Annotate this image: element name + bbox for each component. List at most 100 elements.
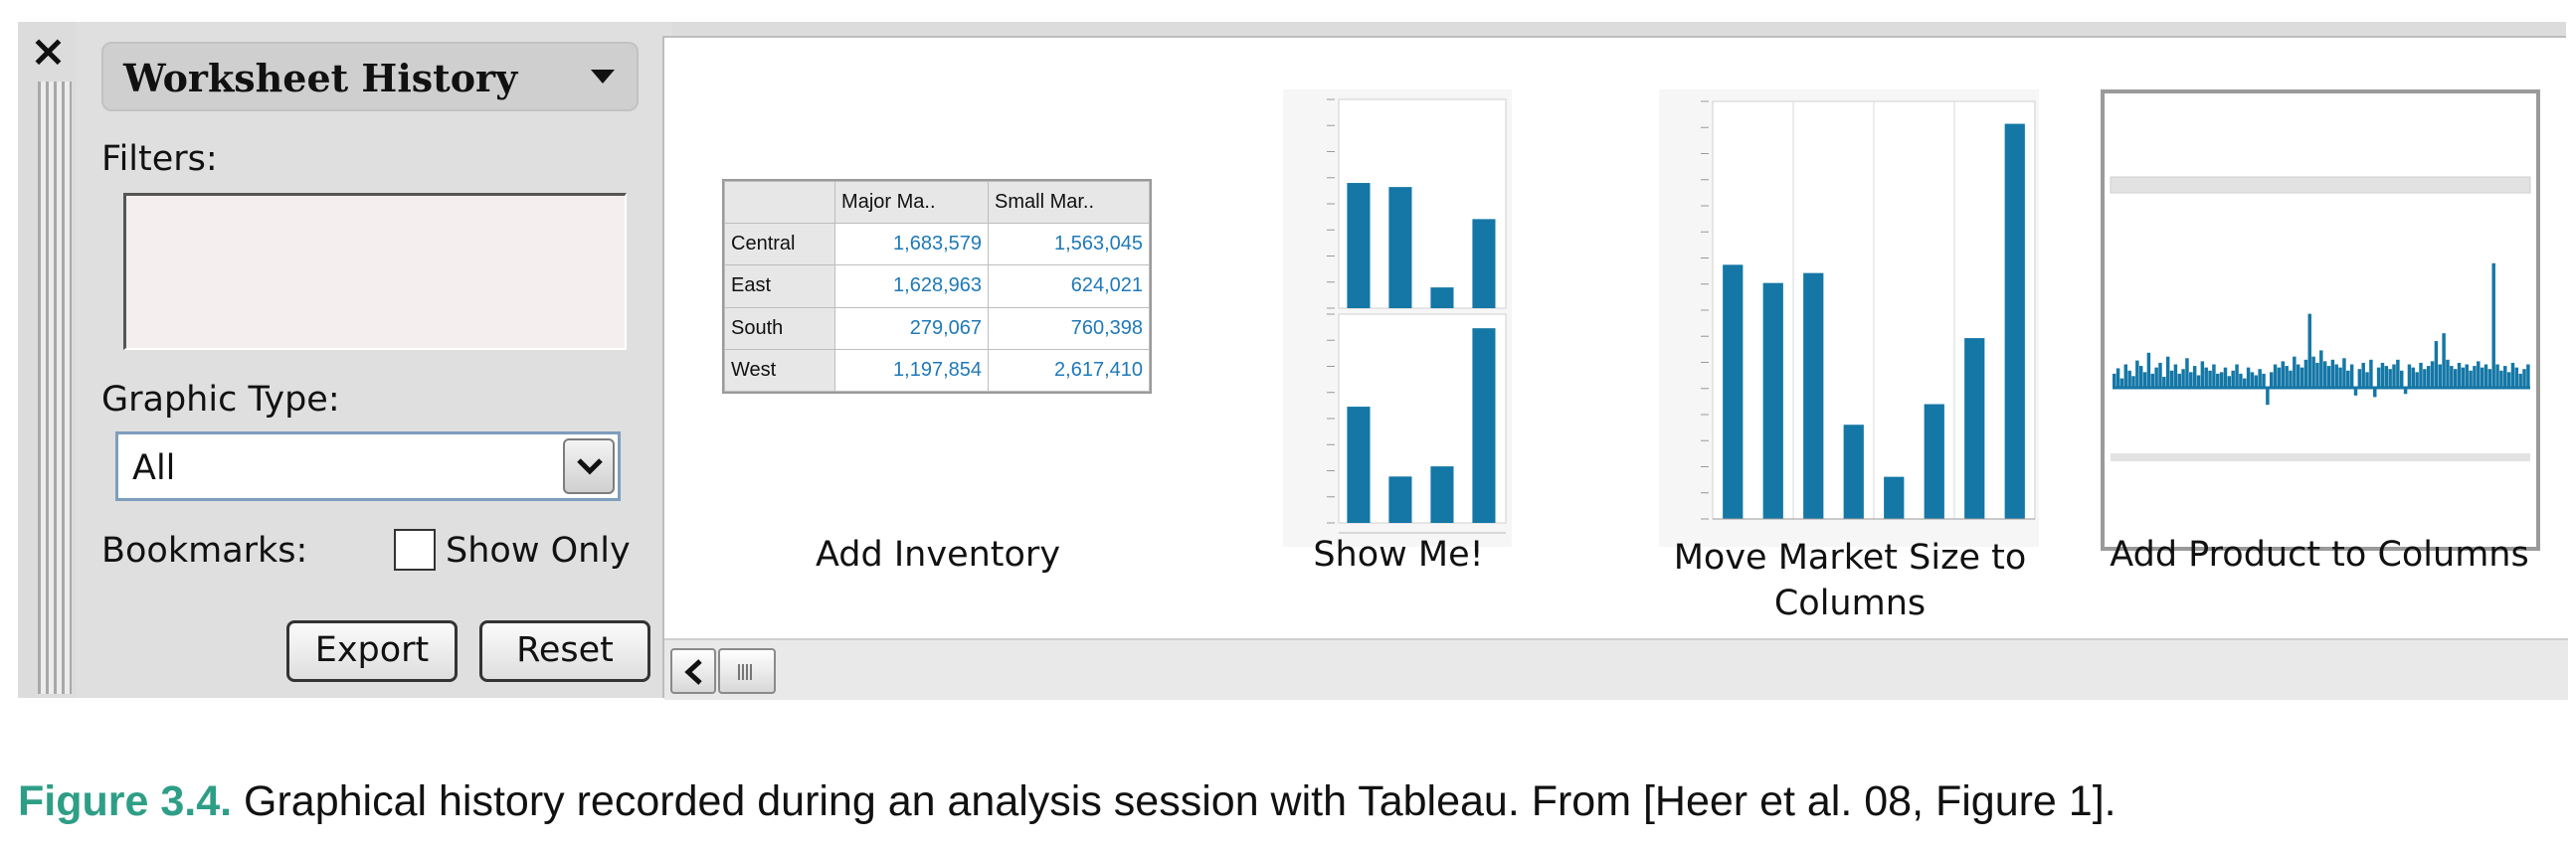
chart-background [2105,93,2536,547]
chart-bar [2296,364,2300,388]
chart-bar [2423,369,2427,388]
row-header: East [723,264,836,308]
chart-bar [2499,370,2503,388]
chart-bar [1884,476,1905,519]
figure-caption: Figure 3.4. Graphical history recorded d… [18,777,2116,826]
history-thumbnail-market-size[interactable] [1659,89,2039,547]
chart-bar [2165,356,2170,388]
table-cell: 279,067 [834,306,990,350]
chart-bar [2227,376,2232,388]
history-caption: Move Market Size to Columns [1673,538,2027,623]
chart-bar [2223,367,2228,388]
chart-bar [1430,466,1454,523]
graphic-type-label: Graphic Type: [101,380,340,420]
chart-bar [1843,425,1864,519]
chart-bar [2473,366,2477,388]
chart-bar [2450,366,2454,388]
worksheet-history-panel: Worksheet History Filters: Graphic Type:… [76,22,672,698]
chart-bar [2480,367,2484,388]
select-dropdown-button[interactable] [563,438,615,494]
scroll-left-button[interactable] [670,648,716,694]
chart-bar [2135,360,2139,388]
chart-bar [2477,361,2481,388]
history-thumbnail-table[interactable]: Major Ma.. Small Mar.. Central 1,683,579… [722,179,1152,394]
chart-bar [2146,352,2151,388]
table-row: South 279,067 760,398 [723,306,1150,350]
chart-bar [2123,364,2128,388]
chart-bar [2250,372,2255,388]
chart-bar [2407,364,2412,388]
chart-bar [2411,367,2416,388]
chart-bar [2173,364,2178,388]
chart-bar [2243,378,2247,388]
chart-bar [2204,367,2208,388]
chart-bar [1388,187,1412,308]
chart-bar [2169,370,2174,388]
dropdown-caret-icon [591,70,615,84]
graphic-type-select[interactable]: All [115,431,621,501]
chart-bar [2526,364,2530,388]
chart-bar [2373,388,2377,398]
table-header-cell [723,180,836,225]
chart-bar [2138,366,2143,388]
chart-bar [2150,373,2154,388]
show-only-checkbox[interactable] [394,529,436,571]
chart-bar [2346,370,2350,388]
chart-bar [2392,364,2396,388]
table-cell: 2,617,410 [988,348,1150,393]
close-icon[interactable]: × [30,26,67,77]
chart-bar [2266,388,2270,406]
reset-button[interactable]: Reset [479,620,650,682]
chart-bar [2388,369,2392,388]
column-header-band [2110,176,2531,194]
chart-bar [2457,362,2462,388]
chart-bar [2235,364,2239,388]
chart-bar [2185,358,2189,388]
chart-bar [2319,350,2323,388]
chart-bar [2216,373,2220,388]
export-button[interactable]: Export [286,620,458,682]
chart-bar [2506,372,2511,388]
chart-bar [2311,356,2315,388]
table-header-cell: Major Ma.. [834,180,990,225]
chart-bar [2461,367,2466,388]
chart-bar [2495,364,2499,388]
chart-bar [2342,358,2346,388]
chart-bar [2162,377,2166,388]
chart-bar [2369,359,2373,388]
chart-bar [2127,370,2131,388]
chart-bar [2181,369,2185,388]
chart-bar [2303,359,2308,388]
chart-bar [2419,362,2423,388]
chart-bar [1964,338,1985,519]
chart-bar [1762,282,1783,519]
filters-list[interactable] [123,193,627,350]
history-thumbnail-show-me[interactable] [1283,89,1512,547]
chart-bar [2208,370,2212,388]
table-row: East 1,628,963 624,021 [723,264,1150,308]
scroll-thumb-handle[interactable] [718,648,776,694]
chart-bar [2491,262,2495,388]
chart-bar [2307,313,2311,388]
chart-bar [1388,476,1412,523]
chart-bar [2465,364,2469,388]
history-scrollbar[interactable] [664,638,2568,700]
chart-bar [2154,367,2158,388]
chart-bar [2158,362,2162,388]
chart-bar [2262,373,2266,388]
panel-grip-handle[interactable] [38,82,72,694]
chart-bar [2212,364,2216,388]
chart-bar [2004,123,2025,519]
history-thumbnail-product[interactable] [2101,89,2540,551]
chart-bar [2142,372,2147,388]
worksheet-history-dropdown[interactable]: Worksheet History [101,42,639,111]
chart-bar [2426,366,2431,388]
chart-bar [2518,373,2522,388]
chart-bar [2376,367,2381,388]
chevron-down-icon [577,458,603,475]
chart-bar [2487,369,2492,388]
chart-bar [2269,372,2274,388]
chart-bar [2293,356,2297,388]
history-caption: Add Product to Columns [2110,535,2529,575]
chart-bar [2254,375,2259,388]
